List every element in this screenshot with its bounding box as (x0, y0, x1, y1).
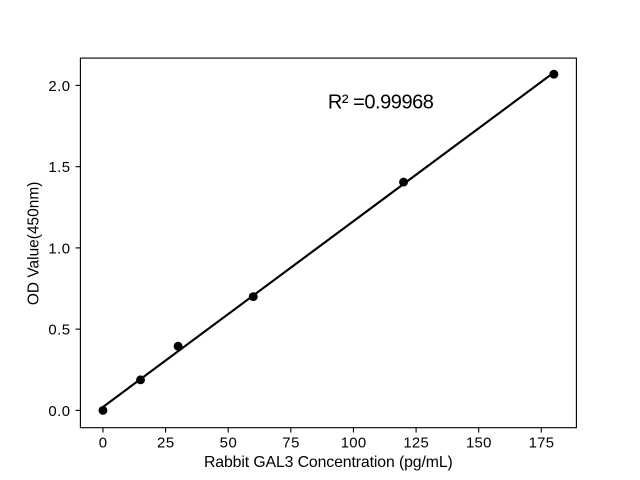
svg-text:1.0: 1.0 (48, 241, 70, 257)
svg-text:R² =0.99968: R² =0.99968 (328, 92, 434, 114)
svg-text:Rabbit GAL3 Concentration (pg/: Rabbit GAL3 Concentration (pg/mL) (204, 454, 453, 471)
svg-text:1.5: 1.5 (48, 160, 70, 176)
svg-text:2.0: 2.0 (48, 79, 70, 95)
svg-text:0.5: 0.5 (48, 323, 70, 339)
svg-text:25: 25 (157, 435, 174, 451)
svg-text:125: 125 (403, 435, 428, 451)
svg-text:100: 100 (341, 435, 366, 451)
svg-text:175: 175 (529, 435, 554, 451)
svg-text:OD Value(450nm): OD Value(450nm) (26, 182, 43, 306)
svg-text:0.0: 0.0 (48, 404, 70, 420)
svg-text:0: 0 (99, 435, 107, 451)
svg-text:50: 50 (220, 435, 237, 451)
svg-text:150: 150 (466, 435, 491, 451)
svg-text:75: 75 (282, 435, 299, 451)
